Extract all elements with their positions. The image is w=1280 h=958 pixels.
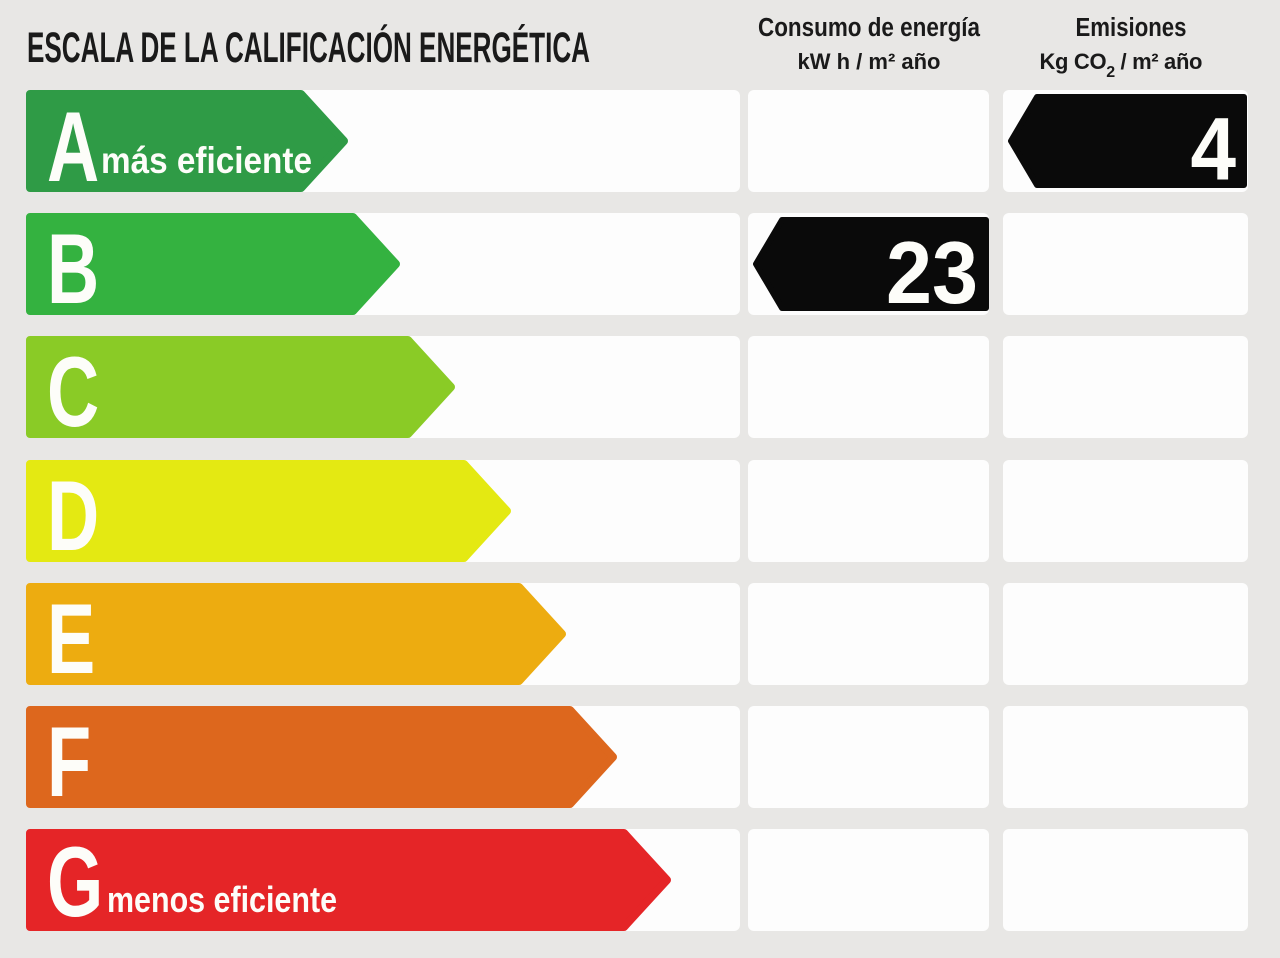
svg-text:G: G (47, 828, 103, 938)
svg-text:4: 4 (1190, 100, 1236, 199)
svg-text:menos eficiente: menos eficiente (107, 879, 337, 920)
svg-text:D: D (47, 462, 99, 572)
svg-text:23: 23 (886, 225, 978, 323)
svg-text:más eficiente: más eficiente (101, 140, 312, 181)
svg-text:Emisiones: Emisiones (1076, 14, 1187, 42)
svg-text:B: B (47, 215, 99, 325)
svg-text:A: A (47, 93, 99, 203)
svg-text:F: F (47, 708, 91, 818)
svg-text:Consumo de energía: Consumo de energía (758, 14, 981, 42)
svg-text:kW h / m² año: kW h / m² año (798, 49, 941, 74)
svg-text:E: E (47, 585, 95, 695)
svg-text:C: C (47, 338, 99, 448)
svg-text:ESCALA DE LA CALIFICACIÓN ENER: ESCALA DE LA CALIFICACIÓN ENERGÉTICA (27, 23, 590, 72)
